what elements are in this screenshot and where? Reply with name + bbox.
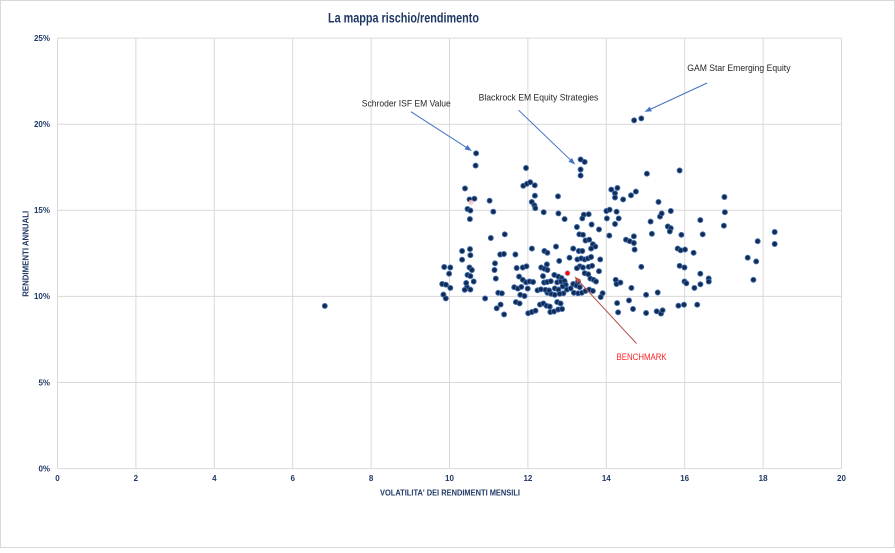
svg-text:Schroder ISF EM Value: Schroder ISF EM Value [362,99,451,109]
svg-text:10%: 10% [34,292,50,301]
svg-text:GAM Star Emerging Equity: GAM Star Emerging Equity [687,63,791,73]
svg-text:10: 10 [445,474,454,483]
svg-text:20%: 20% [34,120,50,129]
svg-text:5%: 5% [38,378,50,387]
svg-text:20: 20 [837,474,846,483]
svg-text:6: 6 [290,474,295,483]
svg-text:BENCHMARK: BENCHMARK [617,352,668,363]
svg-text:15%: 15% [34,206,50,215]
svg-text:12: 12 [523,474,532,483]
svg-text:16: 16 [680,474,689,483]
svg-text:VOLATILITA' DEI RENDIMENTI MEN: VOLATILITA' DEI RENDIMENTI MENSILI [380,488,520,498]
svg-text:0: 0 [55,474,60,483]
svg-text:La mappa rischio/rendimento: La mappa rischio/rendimento [328,11,479,26]
svg-text:4: 4 [212,474,217,483]
svg-text:Blackrock EM Equity Strategies: Blackrock EM Equity Strategies [479,92,599,102]
svg-text:2: 2 [134,474,139,483]
svg-text:25%: 25% [34,34,50,43]
svg-text:0%: 0% [38,464,50,473]
svg-text:18: 18 [759,474,768,483]
svg-text:RENDIMENTI ANNUALI: RENDIMENTI ANNUALI [21,211,31,297]
svg-text:8: 8 [369,474,374,483]
svg-text:14: 14 [602,474,611,483]
